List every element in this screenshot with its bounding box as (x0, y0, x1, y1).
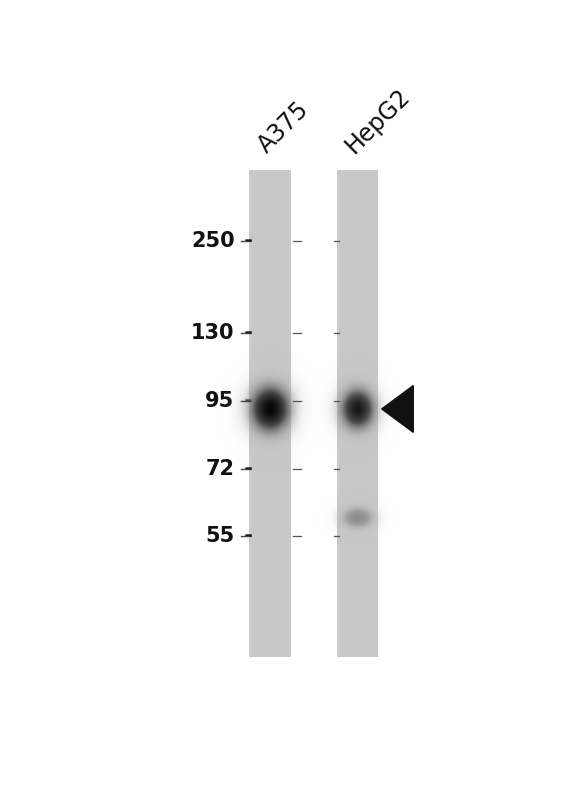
Text: 55: 55 (205, 526, 234, 546)
Polygon shape (382, 386, 413, 432)
Text: 250: 250 (191, 230, 234, 250)
Text: -: - (237, 458, 253, 478)
Text: 95: 95 (205, 391, 234, 411)
Bar (249, 170, 290, 657)
Text: A375: A375 (253, 98, 313, 158)
Text: -: - (237, 323, 253, 343)
Text: 130: 130 (191, 323, 234, 343)
Text: HepG2: HepG2 (341, 83, 415, 158)
Text: -: - (237, 230, 253, 250)
Bar (337, 170, 378, 657)
Text: 72: 72 (206, 458, 234, 478)
Text: -: - (237, 526, 253, 546)
Text: -: - (237, 391, 253, 411)
